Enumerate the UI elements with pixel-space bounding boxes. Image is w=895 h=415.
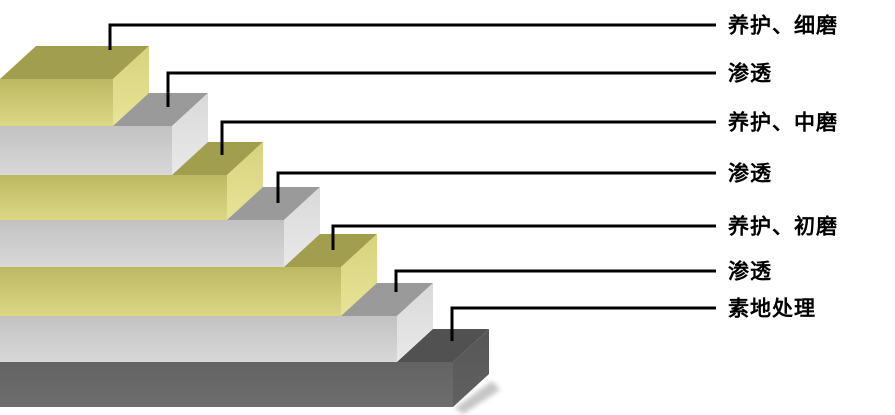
leader-line-3: [220, 120, 716, 155]
layer-label-7: 素地处理: [728, 296, 816, 321]
base-ground-shadow: [455, 381, 500, 414]
layer-label-4: 渗透: [728, 161, 772, 186]
layer-5-front-face: [0, 267, 341, 316]
layer-3-front-face: [0, 175, 227, 220]
layer-6-side-face: [397, 283, 433, 362]
layer-1-front-face: [0, 79, 113, 126]
layer-1-slab: [0, 46, 149, 126]
layer-label-6: 渗透: [728, 259, 772, 284]
layer-7-front-face: [0, 362, 453, 407]
layer-label-1: 养护、细磨: [728, 13, 838, 38]
layer-1-side-face: [113, 46, 149, 126]
layer-label-5: 养护、初磨: [728, 214, 838, 239]
layer-2-side-face: [172, 93, 208, 175]
leader-line-2: [166, 71, 716, 107]
layer-6-front-face: [0, 316, 397, 362]
leader-line-7: [450, 306, 716, 341]
leader-line-4: [276, 171, 716, 203]
leader-line-5: [331, 224, 716, 250]
leader-line-1: [108, 23, 716, 50]
layer-4-front-face: [0, 220, 284, 267]
layer-1-top-face: [0, 46, 149, 79]
layer-4-side-face: [284, 187, 320, 267]
layer-2-front-face: [0, 126, 172, 175]
layer-label-2: 渗透: [728, 61, 772, 86]
layer-7-side-face: [453, 329, 489, 407]
leader-line-6: [394, 269, 716, 292]
layer-label-3: 养护、中磨: [728, 110, 838, 135]
layer-3-side-face: [227, 142, 263, 220]
layer-5-side-face: [341, 234, 377, 316]
